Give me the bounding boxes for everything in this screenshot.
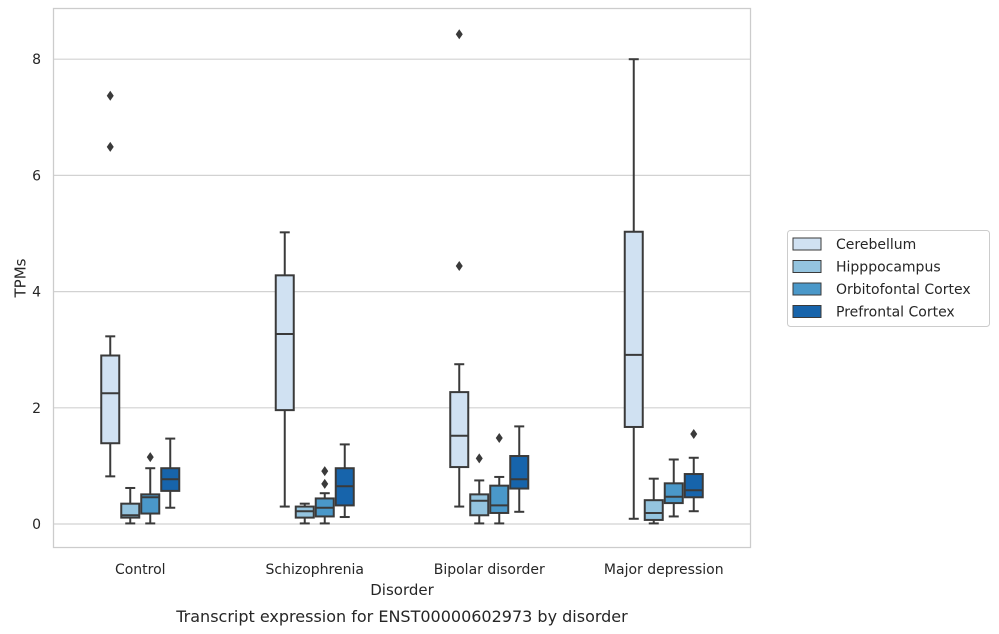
box-iqr <box>140 493 161 515</box>
y-tick-label: 2 <box>32 401 41 417</box>
box-group <box>683 428 704 513</box>
legend-swatch <box>792 282 822 296</box>
y-axis-label: TPMs <box>12 258 30 298</box>
box-group <box>140 452 161 525</box>
box-iqr <box>469 493 490 517</box>
chart-caption: Transcript expression for ENST0000060297… <box>175 607 628 626</box>
box-group <box>489 433 510 525</box>
box-iqr <box>120 502 141 519</box>
box-group <box>469 453 490 525</box>
box-group <box>314 466 335 525</box>
y-tick-label: 6 <box>32 168 41 184</box>
x-tick-label: Schizophrenia <box>266 562 364 578</box>
box-group <box>663 458 684 518</box>
outlier-point <box>106 90 114 101</box>
box-group <box>294 502 315 525</box>
legend-swatch <box>792 237 822 251</box>
outlier-point <box>690 428 698 439</box>
box-iqr <box>643 499 664 521</box>
outlier-point <box>475 453 483 464</box>
box-group <box>274 231 295 508</box>
outlier-point <box>495 433 503 444</box>
y-tick-label: 8 <box>32 52 41 68</box>
box-iqr <box>623 230 644 428</box>
legend-label: Prefrontal Cortex <box>836 305 955 321</box>
x-tick-label: Bipolar disorder <box>434 562 545 578</box>
outlier-point <box>455 29 463 40</box>
outlier-point <box>321 466 329 477</box>
box-group <box>449 29 470 508</box>
y-tick-labels: 0 2 4 6 8 <box>32 52 41 533</box>
x-tick-labels: Control Schizophrenia Bipolar disorder Majo… <box>115 562 724 578</box>
box-group <box>160 437 181 509</box>
box-group <box>100 90 121 478</box>
gridlines <box>53 58 751 525</box>
x-axis-label: Disorder <box>370 581 434 599</box>
legend-frame <box>787 230 990 327</box>
legend-label: Cerebellum <box>836 237 916 253</box>
x-tick-label: Major depression <box>604 562 724 578</box>
y-tick-label: 0 <box>32 517 41 533</box>
box-group <box>643 477 664 525</box>
outlier-point <box>106 141 114 152</box>
box-iqr <box>274 274 295 412</box>
outlier-point <box>455 261 463 272</box>
y-tick-label: 4 <box>32 285 41 301</box>
box-group <box>509 425 530 513</box>
outlier-point <box>146 452 154 463</box>
box-iqr <box>100 354 121 445</box>
legend-label: Orbitofontal Cortex <box>836 282 971 298</box>
legend-label: Hipppocampus <box>836 260 941 276</box>
legend: Cerebellum Hipppocampus Orbitofontal Corte… <box>787 230 990 327</box>
legend-swatch <box>792 305 822 318</box>
x-tick-label: Control <box>115 562 166 578</box>
box-group <box>334 443 355 519</box>
box-iqr <box>449 391 470 469</box>
box-group <box>120 486 141 525</box>
box-iqr <box>663 482 684 505</box>
box-iqr <box>683 473 704 499</box>
legend-swatch <box>792 260 822 273</box>
boxes <box>100 29 704 525</box>
box-iqr <box>489 484 510 514</box>
box-iqr <box>509 455 530 490</box>
outlier-point <box>321 478 329 489</box>
plot-frame <box>52 7 752 549</box>
box-group <box>623 58 644 520</box>
